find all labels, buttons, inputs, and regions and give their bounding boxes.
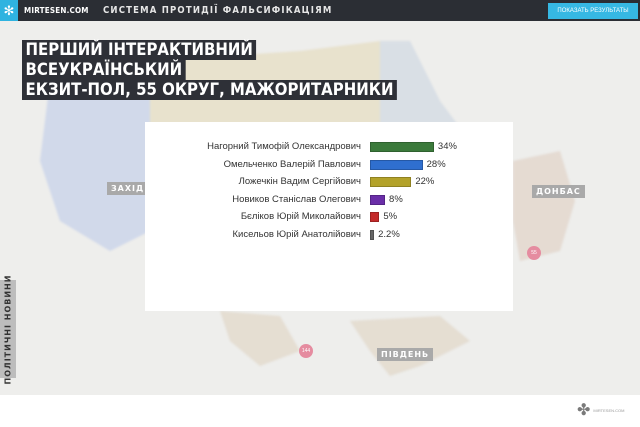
data-label: 28% [426, 158, 446, 170]
footer-logo: ✤ MIRTESEN.COM [577, 400, 624, 420]
political-news-label: ПОЛІТИЧНІ НОВИНИ [3, 274, 13, 384]
page-title-line: ПЕРШИЙ ІНТЕРАКТИВНИЙ [22, 40, 257, 60]
data-label: 34% [437, 141, 457, 152]
candidate-name: Ложечкін Вадим Сергійович [238, 176, 361, 187]
footer-logo-text: MIRTESEN.COM [593, 407, 625, 413]
chart-row: Бєліков Юрій Миколайович 5% [145, 210, 513, 224]
data-label: 8% [389, 193, 403, 205]
region-label-west[interactable]: ЗАХІД [107, 182, 149, 195]
clover-logo-icon: ✤ [577, 402, 591, 419]
map-pin[interactable]: 144 [299, 344, 313, 358]
data-label: 2.2% [378, 228, 400, 240]
logo-icon[interactable]: ✻ [0, 0, 18, 21]
political-news-tab[interactable]: ПОЛІТИЧНІ НОВИНИ [0, 274, 16, 384]
chart-row: Нагорний Тимофій Олександрович 34% [145, 140, 513, 154]
show-results-button[interactable]: ПОКАЗАТЬ РЕЗУЛЬТАТЫ [548, 3, 638, 19]
chart-bar [370, 229, 375, 240]
region-label-south[interactable]: ПІВДЕНЬ [377, 348, 434, 361]
chart-row: Омельченко Валерій Павлович 28% [145, 158, 513, 172]
chart-bar [370, 159, 423, 170]
chart-bar [370, 177, 412, 187]
candidate-name: Нагорний Тимофій Олександрович [207, 141, 361, 152]
candidate-name: Бєліков Юрій Миколайович [240, 211, 361, 222]
region-label-donbas[interactable]: ДОНБАС [532, 185, 585, 198]
chart-bar [370, 142, 434, 152]
data-label: 22% [415, 176, 435, 187]
brand-name[interactable]: MIRTESEN.COM [24, 6, 89, 15]
page-title-line: ЕКЗИТ-ПОЛ, 55 ОКРУГ, МАЖОРИТАРНИКИ [22, 80, 398, 100]
candidate-name: Омельченко Валерій Павлович [223, 158, 361, 170]
page-title-line: ВСЕУКРАЇНСЬКИЙ [22, 60, 186, 80]
chart-row: Ложечкін Вадим Сергійович 22% [145, 175, 513, 189]
chart-row: Новиков Станіслав Олегович 8% [145, 193, 513, 207]
candidate-name: Новиков Станіслав Олегович [232, 193, 361, 205]
data-label: 5% [383, 211, 398, 222]
results-chart-panel: Нагорний Тимофій Олександрович 34% Омельче… [145, 122, 513, 311]
map-pin[interactable]: 55 [527, 246, 541, 260]
system-title: СИСТЕМА ПРОТИДІЇ ФАЛЬСИФІКАЦІЯМ [102, 5, 333, 16]
chart-bar [370, 194, 386, 205]
candidate-name: Кисельов Юрій Анатолійович [232, 228, 361, 240]
chart-row: Кисельов Юрій Анатолійович 2.2% [145, 228, 513, 242]
chart-bar [370, 212, 380, 222]
top-bar: ✻ MIRTESEN.COM СИСТЕМА ПРОТИДІЇ ФАЛЬСИФІ… [0, 0, 640, 21]
